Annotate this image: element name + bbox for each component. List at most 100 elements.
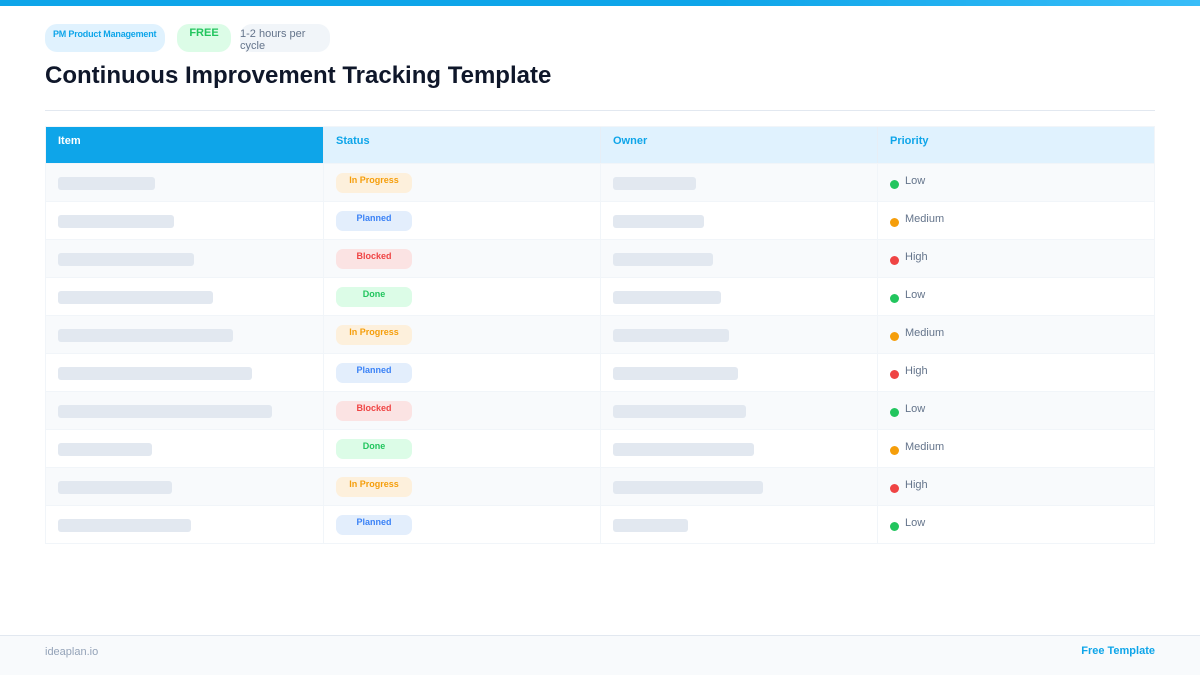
- status-cell[interactable]: In Progress: [323, 468, 600, 505]
- item-cell[interactable]: [46, 164, 323, 201]
- owner-cell[interactable]: [600, 506, 877, 543]
- table-row[interactable]: Planned Medium: [46, 201, 1154, 239]
- status-cell[interactable]: Done: [323, 278, 600, 315]
- item-cell[interactable]: [46, 430, 323, 467]
- owner-cell[interactable]: [600, 316, 877, 353]
- status-cell[interactable]: Blocked: [323, 392, 600, 429]
- top-accent-bar: [0, 0, 1200, 6]
- table-row[interactable]: Blocked High: [46, 239, 1154, 277]
- column-header-priority: Priority: [877, 127, 1154, 163]
- priority-cell[interactable]: Medium: [877, 202, 1154, 239]
- priority-indicator: Low: [890, 517, 925, 531]
- item-cell[interactable]: [46, 278, 323, 315]
- column-header-item: Item: [46, 127, 323, 163]
- table-row[interactable]: In Progress Medium: [46, 315, 1154, 353]
- owner-cell[interactable]: [600, 202, 877, 239]
- priority-label: Low: [905, 289, 926, 301]
- status-cell[interactable]: In Progress: [323, 164, 600, 201]
- priority-indicator: Medium: [890, 213, 944, 227]
- status-badge: Planned: [336, 363, 412, 383]
- owner-cell[interactable]: [600, 164, 877, 201]
- priority-cell[interactable]: Low: [877, 164, 1154, 201]
- priority-indicator: Low: [890, 403, 925, 417]
- status-cell[interactable]: Planned: [323, 202, 600, 239]
- item-cell[interactable]: [46, 202, 323, 239]
- column-header-owner: Owner: [600, 127, 877, 163]
- owner-cell[interactable]: [600, 468, 877, 505]
- owner-placeholder: [613, 253, 713, 266]
- priority-cell[interactable]: High: [877, 240, 1154, 277]
- owner-placeholder: [613, 329, 729, 342]
- priority-cell[interactable]: Low: [877, 278, 1154, 315]
- status-badge: In Progress: [336, 325, 412, 345]
- item-placeholder: [58, 367, 252, 380]
- priority-indicator: Medium: [890, 327, 944, 341]
- item-cell[interactable]: [46, 506, 323, 543]
- item-placeholder: [58, 405, 272, 418]
- status-cell[interactable]: Blocked: [323, 240, 600, 277]
- item-placeholder: [58, 291, 213, 304]
- item-placeholder: [58, 215, 174, 228]
- column-header-status: Status: [323, 127, 600, 163]
- footer: ideaplan.io Free Template: [0, 635, 1200, 675]
- divider: [45, 110, 1155, 111]
- status-cell[interactable]: Done: [323, 430, 600, 467]
- priority-label: High: [905, 251, 928, 263]
- priority-dot-icon: [890, 522, 899, 531]
- owner-placeholder: [613, 519, 688, 532]
- item-cell[interactable]: [46, 354, 323, 391]
- price-tag: FREE: [177, 24, 231, 52]
- tracking-table: Item Status Owner Priority In Progress Lo…: [45, 126, 1155, 544]
- priority-label: Medium: [905, 213, 945, 225]
- item-placeholder: [58, 443, 152, 456]
- item-cell[interactable]: [46, 468, 323, 505]
- item-placeholder: [58, 329, 233, 342]
- status-badge: Planned: [336, 211, 412, 231]
- item-cell[interactable]: [46, 316, 323, 353]
- status-cell[interactable]: Planned: [323, 354, 600, 391]
- status-cell[interactable]: In Progress: [323, 316, 600, 353]
- priority-cell[interactable]: High: [877, 354, 1154, 391]
- table-row[interactable]: Planned Low: [46, 505, 1154, 543]
- table-row[interactable]: Done Low: [46, 277, 1154, 315]
- priority-dot-icon: [890, 370, 899, 379]
- priority-indicator: High: [890, 479, 928, 493]
- owner-cell[interactable]: [600, 430, 877, 467]
- priority-dot-icon: [890, 484, 899, 493]
- priority-dot-icon: [890, 294, 899, 303]
- owner-cell[interactable]: [600, 392, 877, 429]
- status-cell[interactable]: Planned: [323, 506, 600, 543]
- priority-cell[interactable]: Medium: [877, 316, 1154, 353]
- item-placeholder: [58, 177, 155, 190]
- priority-dot-icon: [890, 446, 899, 455]
- owner-cell[interactable]: [600, 278, 877, 315]
- priority-cell[interactable]: Low: [877, 392, 1154, 429]
- owner-placeholder: [613, 367, 738, 380]
- table-row[interactable]: Planned High: [46, 353, 1154, 391]
- site-name: ideaplan.io: [45, 646, 99, 658]
- item-cell[interactable]: [46, 240, 323, 277]
- table-row[interactable]: Blocked Low: [46, 391, 1154, 429]
- priority-dot-icon: [890, 256, 899, 265]
- owner-cell[interactable]: [600, 240, 877, 277]
- owner-cell[interactable]: [600, 354, 877, 391]
- priority-cell[interactable]: Low: [877, 506, 1154, 543]
- status-badge: Done: [336, 287, 412, 307]
- priority-indicator: Low: [890, 175, 925, 189]
- item-cell[interactable]: [46, 392, 323, 429]
- item-placeholder: [58, 481, 172, 494]
- item-placeholder: [58, 519, 191, 532]
- table-row[interactable]: In Progress Low: [46, 163, 1154, 201]
- priority-cell[interactable]: Medium: [877, 430, 1154, 467]
- status-badge: Planned: [336, 515, 412, 535]
- table-row[interactable]: In Progress High: [46, 467, 1154, 505]
- priority-dot-icon: [890, 332, 899, 341]
- priority-indicator: Medium: [890, 441, 944, 455]
- priority-label: Medium: [905, 327, 945, 339]
- owner-placeholder: [613, 291, 721, 304]
- priority-dot-icon: [890, 218, 899, 227]
- status-badge: Done: [336, 439, 412, 459]
- priority-cell[interactable]: High: [877, 468, 1154, 505]
- table-row[interactable]: Done Medium: [46, 429, 1154, 467]
- priority-label: Low: [905, 175, 926, 187]
